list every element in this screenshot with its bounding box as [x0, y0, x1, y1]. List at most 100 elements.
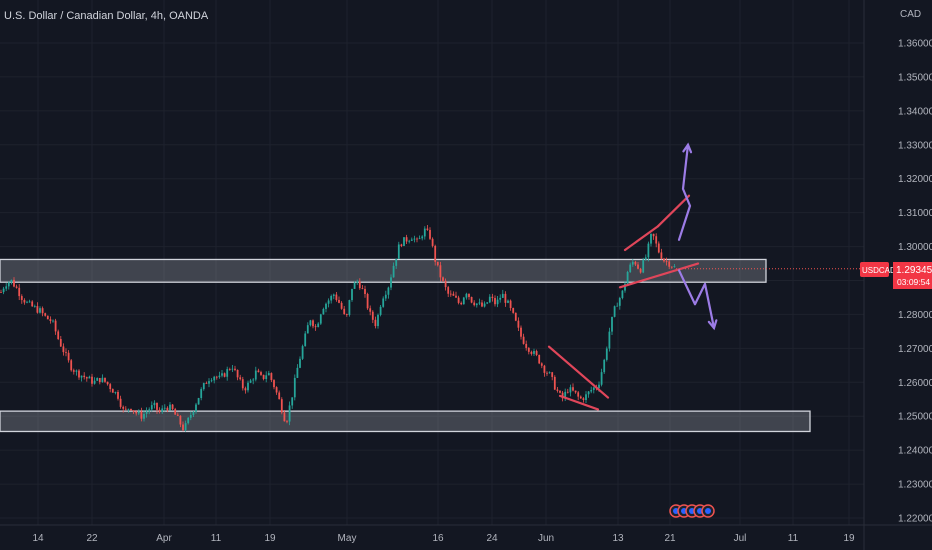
x-tick-label: 21: [664, 533, 676, 544]
candle-body: [408, 240, 411, 242]
candle-body: [650, 233, 652, 244]
candle-body: [286, 421, 288, 423]
candle-body: [395, 258, 398, 266]
candle-body: [13, 279, 15, 287]
candle-body: [299, 358, 301, 368]
candle-body: [117, 391, 119, 399]
candle-body: [158, 409, 161, 412]
candle-body: [137, 411, 140, 414]
candle-body: [109, 384, 112, 390]
candle-body: [473, 302, 476, 306]
x-tick-label: 19: [843, 533, 855, 544]
time-axis[interactable]: 14 22 Apr 11 19 May 16 24 Jun 13 21 Jul 11 19: [32, 533, 855, 544]
last-price-label: 1.29345: [896, 265, 932, 276]
candle-body: [257, 370, 260, 373]
candle-body: [624, 283, 626, 291]
candle-body: [33, 306, 36, 307]
candle-body: [566, 391, 569, 393]
candle-body: [426, 228, 429, 230]
candle-body: [543, 365, 546, 373]
candle-body: [504, 293, 507, 303]
candle-body: [265, 375, 268, 379]
y-tick-label: 1.35000: [898, 72, 932, 83]
candle-body: [28, 301, 31, 303]
candle-body: [491, 296, 494, 299]
candle-body: [179, 415, 182, 425]
y-tick-label: 1.24000: [898, 446, 932, 457]
x-tick-label: 13: [612, 533, 624, 544]
candle-body: [501, 293, 504, 298]
candle-body: [252, 379, 255, 381]
candle-body: [330, 295, 333, 301]
candle-body: [631, 261, 634, 265]
candle-body: [236, 369, 239, 378]
support-resistance-zones: [0, 258, 864, 433]
candle-body: [127, 408, 130, 410]
candle-body: [590, 389, 593, 392]
candle-body: [449, 293, 452, 295]
candle-body: [603, 359, 606, 373]
candle-body: [2, 288, 5, 293]
candle-body: [600, 372, 603, 385]
candle-body: [553, 376, 556, 390]
candle-body: [262, 374, 265, 379]
candle-body: [301, 346, 304, 359]
candle-body: [221, 373, 223, 376]
candle-body: [460, 302, 463, 305]
candle-body: [192, 411, 195, 416]
candle-body: [124, 408, 127, 410]
candle-body: [270, 373, 273, 381]
candle-body: [202, 383, 205, 390]
candle-body: [358, 281, 361, 289]
candle-body: [39, 308, 41, 313]
candle-body: [455, 295, 457, 298]
candle-body: [429, 229, 431, 239]
candle-body: [626, 271, 629, 284]
candle-body: [616, 305, 619, 307]
candle-body: [509, 300, 512, 308]
price-zone: [0, 258, 767, 283]
candle-body: [273, 380, 275, 388]
y-tick-label: 1.26000: [898, 378, 932, 389]
symbol-tag: [860, 262, 889, 277]
candle-body: [7, 282, 10, 287]
candle-body: [187, 417, 190, 424]
candle-body: [351, 288, 353, 301]
candle-body: [78, 370, 80, 378]
y-tick-label: 1.30000: [898, 242, 932, 253]
candle-body: [494, 298, 496, 305]
candle-body: [423, 228, 426, 237]
trend-line: [558, 394, 600, 411]
candle-body: [486, 302, 489, 304]
candle-body: [535, 351, 538, 355]
candle-body: [106, 381, 109, 385]
economic-events-icons[interactable]: [669, 504, 715, 518]
candle-body: [52, 320, 54, 322]
candle-body: [312, 320, 314, 327]
candle-body: [36, 306, 39, 313]
candle-body: [150, 405, 153, 410]
y-tick-label: 1.25000: [898, 412, 932, 423]
candle-body: [174, 409, 177, 415]
candle-body: [522, 336, 525, 344]
x-tick-label: 22: [86, 533, 98, 544]
candle-body: [457, 297, 460, 303]
projection-path-up: [677, 143, 692, 241]
candles-layer: [0, 224, 676, 432]
candle-body: [306, 325, 309, 334]
candle-body: [98, 378, 101, 383]
candle-body: [371, 311, 374, 320]
candle-body: [525, 343, 528, 348]
candle-body: [148, 409, 151, 412]
candle-body: [205, 383, 208, 384]
candle-body: [665, 261, 668, 263]
candle-body: [405, 237, 408, 242]
candle-body: [410, 239, 413, 241]
candle-body: [197, 398, 200, 405]
candle-body: [327, 300, 330, 304]
candle-body: [431, 238, 434, 246]
candle-body: [353, 282, 356, 289]
candle-body: [41, 308, 44, 314]
candle-body: [0, 292, 2, 293]
